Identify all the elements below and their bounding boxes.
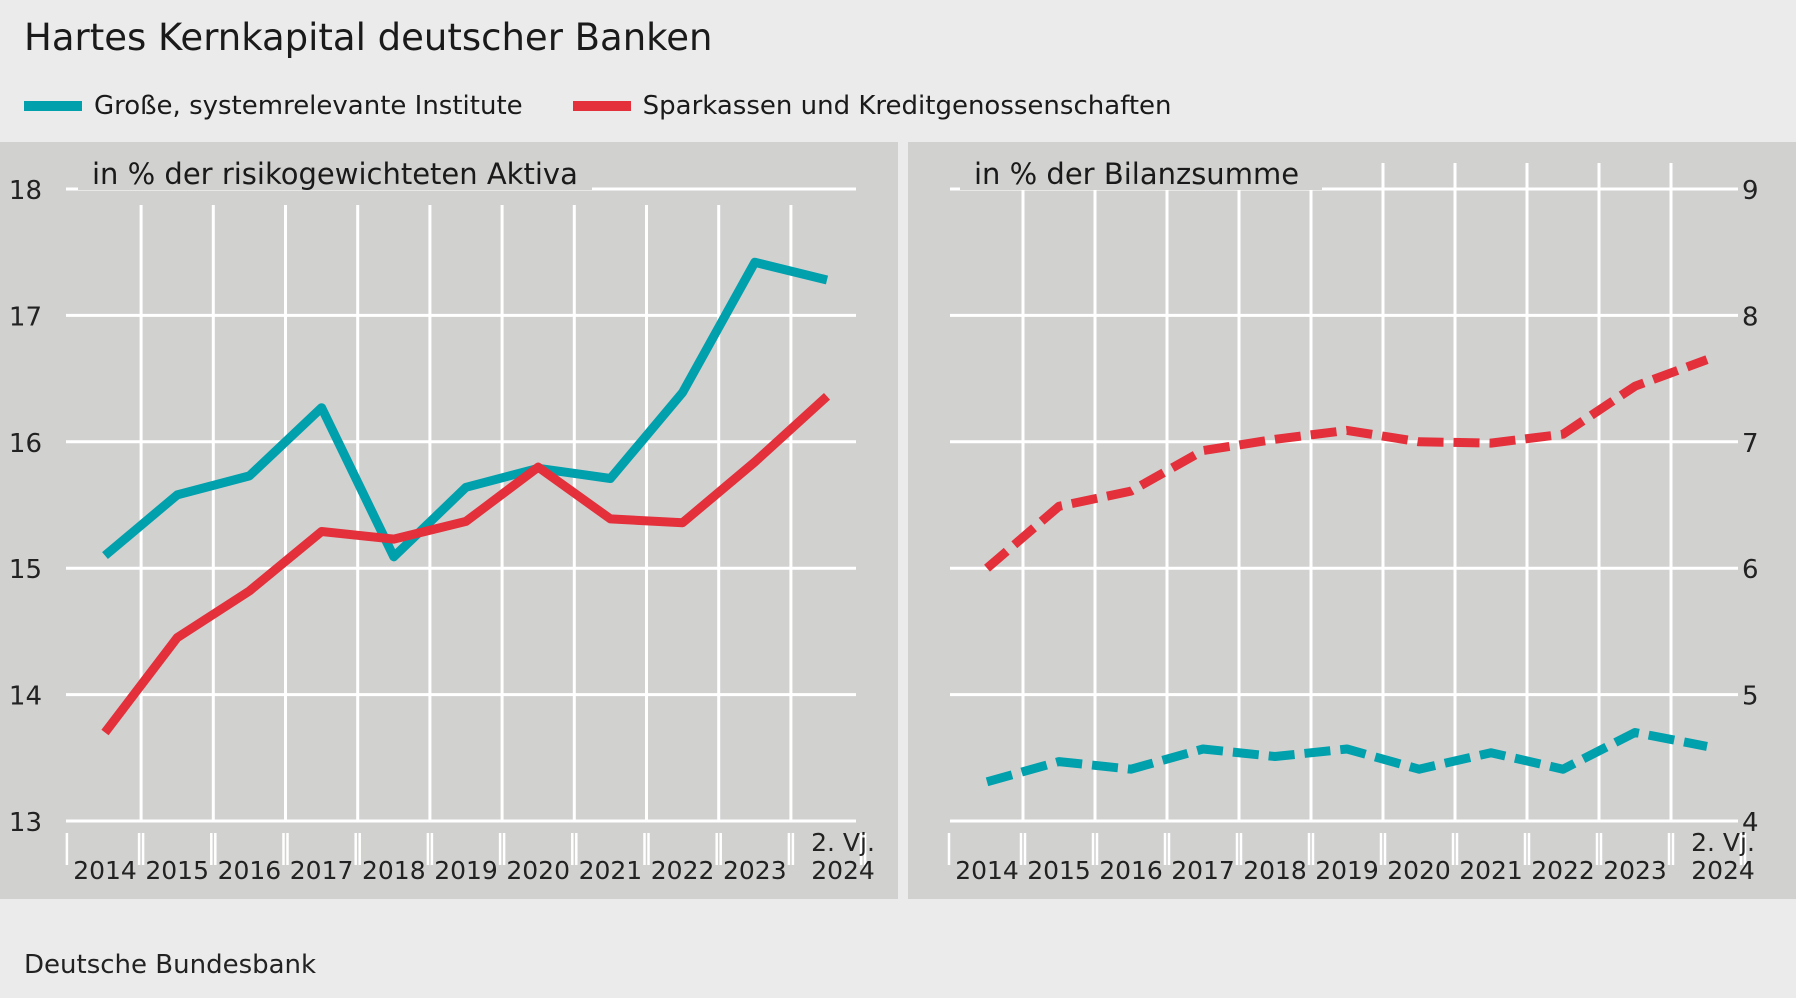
panel-title: in % der risikogewichteten Aktiva <box>92 157 578 191</box>
x-tick-label: 2019 <box>434 856 498 885</box>
y-tick-label: 16 <box>9 429 42 459</box>
y-tick-label: 8 <box>1742 302 1759 332</box>
chart-title: Hartes Kernkapital deutscher Banken <box>24 16 713 59</box>
y-tick-label: 9 <box>1742 176 1759 206</box>
x-tick-label: 2023 <box>1603 856 1667 885</box>
x-tick-label: 2024 <box>1691 856 1755 885</box>
y-tick-label: 15 <box>9 555 42 585</box>
x-tick-label: 2022 <box>1531 856 1595 885</box>
x-tick-label: 2023 <box>723 856 787 885</box>
legend-swatch-large-banks <box>24 101 82 111</box>
panel-background <box>0 142 898 899</box>
y-tick-label: 17 <box>9 302 42 332</box>
x-tick-label: 2022 <box>651 856 715 885</box>
panel-title: in % der Bilanzsumme <box>974 157 1299 191</box>
x-tick-label: 2020 <box>1387 856 1451 885</box>
x-tick-label: 2015 <box>145 856 209 885</box>
charts-area: 13 14 15 16 17 18 in % der risikogewichteten A… <box>0 142 1796 899</box>
x-tick-label: 2018 <box>362 856 426 885</box>
source-note: Deutsche Bundesbank <box>24 950 317 980</box>
x-tick-label: 2016 <box>1099 856 1163 885</box>
y-tick-label: 18 <box>9 176 42 206</box>
x-tick-label: 2019 <box>1315 856 1379 885</box>
panel-title-background <box>960 150 1322 190</box>
y-tick-label: 6 <box>1742 555 1759 585</box>
legend-label-savings-banks: Sparkassen und Kreditgenossenschaften <box>642 91 1172 121</box>
legend-label-large-banks: Große, systemrelevante Institute <box>94 91 523 121</box>
chart-panel-2: 4 5 6 7 8 9 in % der Bilanzsumme 2014 2015 2016 20… <box>908 142 1796 899</box>
legend-swatch-savings-banks <box>572 101 631 111</box>
x-tick-label: 2024 <box>811 856 875 885</box>
x-tick-label: 2. Vj. <box>811 828 875 857</box>
series-line-large-banks <box>985 728 1708 787</box>
x-tick-label: 2014 <box>955 856 1019 885</box>
x-tick-label: 2016 <box>218 856 282 885</box>
y-tick-label: 13 <box>9 808 42 838</box>
series-line-savings-banks <box>984 355 1709 572</box>
series-line-savings-banks <box>101 392 831 736</box>
x-tick-label: 2. Vj. <box>1691 828 1755 857</box>
panel-title-background <box>78 150 592 190</box>
x-tick-label: 2021 <box>579 856 643 885</box>
x-tick-label: 2018 <box>1243 856 1307 885</box>
y-tick-label: 14 <box>9 682 42 712</box>
x-tick-label: 2014 <box>73 856 137 885</box>
panel-background <box>908 142 1796 899</box>
legend-item-savings-banks: Sparkassen und Kreditgenossenschaften <box>572 91 1172 121</box>
series-line-large-banks <box>102 257 829 562</box>
x-tick-label: 2021 <box>1459 856 1523 885</box>
x-tick-label: 2017 <box>290 856 354 885</box>
y-tick-label: 4 <box>1742 808 1759 838</box>
y-tick-label: 7 <box>1742 429 1759 459</box>
x-tick-label: 2017 <box>1171 856 1235 885</box>
legend-item-large-banks: Große, systemrelevante Institute <box>24 91 523 121</box>
x-tick-label: 2015 <box>1027 856 1091 885</box>
y-tick-label: 5 <box>1742 682 1759 712</box>
x-tick-label: 2020 <box>506 856 570 885</box>
legend: Große, systemrelevante Institute Sparkas… <box>24 88 1222 124</box>
chart-panel-1: 13 14 15 16 17 18 in % der risikogewichteten A… <box>0 142 898 899</box>
